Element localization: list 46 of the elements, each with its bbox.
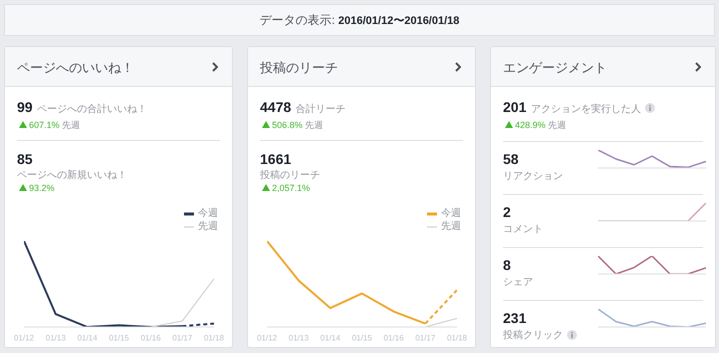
- x-tick-label: 01/14: [77, 334, 98, 343]
- x-tick-label: 01/13: [288, 334, 310, 343]
- x-tick-label: 01/12: [256, 334, 278, 343]
- text: コメント: [503, 223, 543, 236]
- text: 2016/01/12〜2016/01/18: [338, 15, 460, 27]
- text: 85: [17, 151, 33, 167]
- text: 2,057.1%: [272, 183, 310, 193]
- text: 428.9% 先週: [515, 120, 566, 130]
- x-tick-label: 01/17: [415, 334, 436, 343]
- text: 58: [503, 151, 519, 167]
- text: 99: [17, 99, 33, 115]
- text: 2: [503, 204, 511, 220]
- x-tick-label: 01/18: [204, 334, 225, 343]
- text: 93.2%: [29, 183, 55, 193]
- chart-title: ページへのいいね！: [5, 47, 232, 87]
- legend-label: 今週: [198, 207, 218, 220]
- text: シェア: [503, 276, 533, 289]
- text: エンゲージメント: [491, 47, 715, 87]
- text: 201: [503, 99, 526, 115]
- text: 1661: [260, 151, 292, 167]
- chart-title: 投稿のリーチ: [248, 47, 475, 87]
- x-tick-label: 01/14: [320, 334, 341, 343]
- text: リアクション: [503, 170, 563, 183]
- text: 合計リーチ: [296, 104, 346, 115]
- text: 投稿クリック: [503, 328, 564, 342]
- x-tick-label: 01/15: [108, 334, 130, 343]
- text: アクションを実行した人: [530, 104, 641, 115]
- x-tick-label: 01/18: [446, 334, 468, 343]
- text: 4478: [260, 99, 292, 115]
- text: 231: [503, 310, 526, 326]
- legend-label: 先週: [198, 220, 218, 233]
- x-tick-label: 01/15: [352, 334, 373, 343]
- legend-label: 先週: [441, 220, 461, 233]
- text: 投稿のリーチ: [260, 168, 321, 182]
- text: ページへの合計いいね！: [37, 104, 148, 115]
- x-tick-label: 01/16: [140, 334, 162, 343]
- x-tick-label: 01/12: [14, 334, 35, 343]
- text: ページへの新規いいね！: [17, 168, 128, 182]
- text: データの表示:: [260, 13, 335, 27]
- x-tick-label: 01/13: [46, 334, 66, 343]
- text: 506.8% 先週: [272, 120, 324, 130]
- text: 8: [503, 257, 511, 273]
- legend-label: 今週: [441, 207, 461, 220]
- text: 607.1% 先週: [29, 120, 80, 130]
- x-tick-label: 01/16: [384, 334, 404, 343]
- x-tick-label: 01/17: [172, 334, 193, 343]
